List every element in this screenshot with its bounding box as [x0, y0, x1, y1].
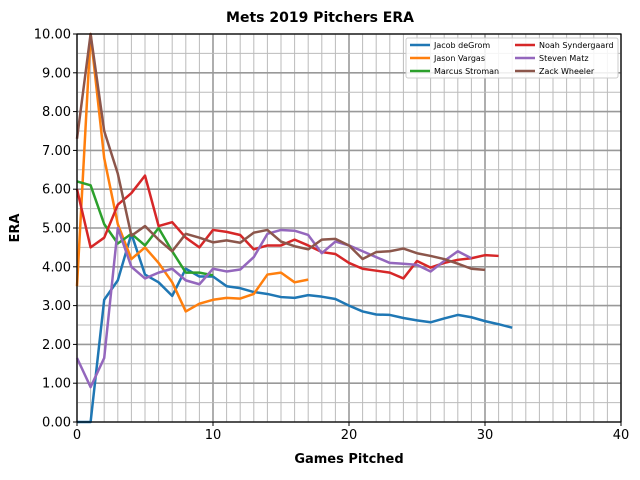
y-tick-label: 3.00	[42, 299, 71, 314]
legend-box	[405, 37, 619, 79]
y-tick-label: 5.00	[42, 222, 71, 237]
legend-label: Zack Wheeler	[539, 67, 595, 76]
legend-label: Noah Syndergaard	[539, 41, 614, 50]
y-tick-label: 2.00	[42, 338, 71, 353]
chart-title: Mets 2019 Pitchers ERA	[226, 10, 414, 26]
y-tick-label: 1.00	[42, 377, 71, 392]
x-tick-label: 20	[341, 428, 358, 443]
series-line-steven-matz	[75, 226, 472, 389]
series-line-noah-syndergaard	[75, 174, 499, 280]
y-tick-label: 6.00	[42, 183, 71, 198]
legend-label: Jacob deGrom	[433, 41, 490, 50]
x-tick-label: 30	[477, 428, 494, 443]
series-line-marcus-stroman	[76, 180, 214, 277]
legend-label: Jason Vargas	[433, 54, 485, 63]
y-tick-label: 4.00	[42, 260, 71, 275]
series-line-zack-wheeler	[75, 32, 486, 272]
y-tick-label: 7.00	[42, 144, 71, 159]
legend: Jacob deGrom Jason Vargas Marcus Stroman No…	[405, 37, 619, 79]
x-axis-label: Games Pitched	[294, 452, 403, 467]
legend-label: Marcus Stroman	[434, 67, 499, 76]
y-axis-label: ERA	[8, 214, 23, 243]
legend-label: Steven Matz	[539, 54, 589, 63]
y-tick-label: 9.00	[42, 66, 71, 81]
y-tick-label: 10.00	[34, 28, 71, 43]
y-tick-label: 8.00	[42, 105, 71, 120]
series-line-jason-vargas	[75, 32, 309, 313]
x-tick-label: 0	[73, 428, 81, 443]
y-tick-label: 0.00	[42, 416, 71, 431]
x-tick-label: 10	[205, 428, 222, 443]
x-tick-label: 40	[613, 428, 630, 443]
